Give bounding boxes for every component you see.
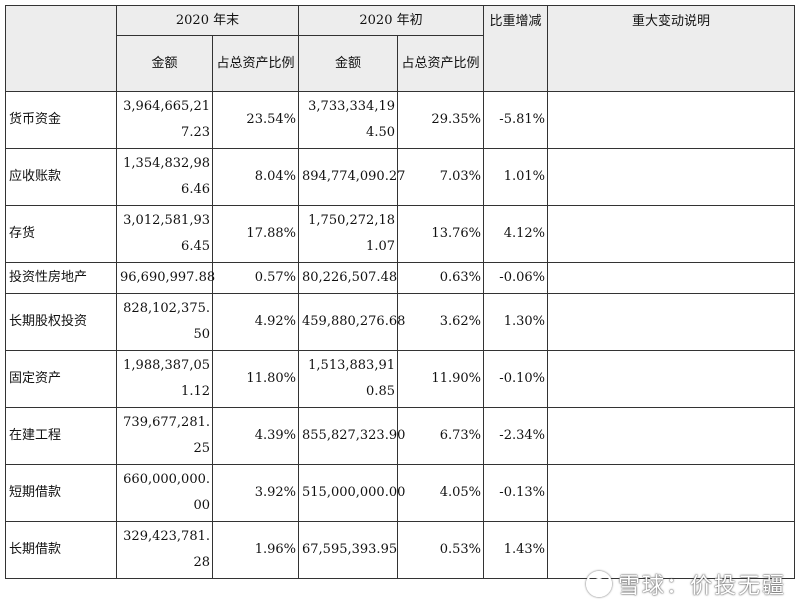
end-amount-cell: 3,012,581,936.45 [116, 205, 213, 263]
start-amount-cell: 3,733,334,194.50 [298, 91, 398, 149]
end-ratio-cell: 0.57% [212, 262, 299, 294]
row-label: 存货 [5, 205, 117, 263]
end-ratio-header: 占总资产比例 [212, 35, 299, 92]
end-ratio-cell: 17.88% [212, 205, 299, 263]
change-cell: 1.30% [483, 293, 548, 351]
corner-header [5, 5, 117, 92]
start-amount-cell: 459,880,276.68 [298, 293, 405, 351]
note-cell [547, 148, 795, 206]
row-label: 固定资产 [5, 350, 117, 408]
start-ratio-cell: 0.63% [397, 262, 484, 294]
note-cell [547, 521, 795, 579]
change-header: 比重增减 [483, 5, 548, 92]
end-ratio-cell: 23.54% [212, 91, 299, 149]
change-cell: 1.43% [483, 521, 548, 579]
table-row: 短期借款 660,000,000.00 3.92% 515,000,000.00 4.0… [5, 464, 795, 522]
snowball-logo-icon [585, 571, 612, 597]
start-amount-cell: 894,774,090.27 [298, 148, 405, 206]
note-cell [547, 407, 795, 465]
start-amount-header: 金额 [298, 35, 398, 92]
note-header: 重大变动说明 [547, 5, 795, 92]
end-amount-header: 金额 [116, 35, 213, 92]
start-ratio-cell: 11.90% [397, 350, 484, 408]
change-cell: 1.01% [483, 148, 548, 206]
end-amount-cell: 96,690,997.88 [116, 262, 215, 294]
table-row: 投资性房地产 96,690,997.88 0.57% 80,226,507.48 0.6… [5, 262, 795, 294]
change-cell: -2.34% [483, 407, 548, 465]
start-ratio-cell: 0.53% [397, 521, 484, 579]
start-amount-cell: 1,750,272,181.07 [298, 205, 398, 263]
end-amount-cell: 1,988,387,051.12 [116, 350, 213, 408]
table-row: 在建工程 739,677,281.25 4.39% 855,827,323.90 6.7… [5, 407, 795, 465]
row-label: 应收账款 [5, 148, 117, 206]
change-cell: -0.13% [483, 464, 548, 522]
change-cell: -0.10% [483, 350, 548, 408]
table-row: 应收账款 1,354,832,986.46 8.04% 894,774,090.27 7… [5, 148, 795, 206]
table-row: 固定资产 1,988,387,051.12 11.80% 1,513,883,910.… [5, 350, 795, 408]
change-cell: -5.81% [483, 91, 548, 149]
note-cell [547, 91, 795, 149]
change-cell: 4.12% [483, 205, 548, 263]
end-ratio-cell: 1.96% [212, 521, 299, 579]
start-ratio-cell: 3.62% [397, 293, 484, 351]
period-start-header: 2020 年初 [298, 5, 484, 36]
end-amount-cell: 660,000,000.00 [116, 464, 213, 522]
start-ratio-cell: 29.35% [397, 91, 484, 149]
start-amount-cell: 80,226,507.48 [298, 262, 398, 294]
row-label: 长期股权投资 [5, 293, 117, 351]
start-amount-cell: 67,595,393.95 [298, 521, 398, 579]
table-row: 货币资金 3,964,665,217.23 23.54% 3,733,334,194.… [5, 91, 795, 149]
table-row: 长期借款 329,423,781.28 1.96% 67,595,393.95 0.53… [5, 521, 795, 579]
table-row: 长期股权投资 828,102,375.50 4.92% 459,880,276.68 3… [5, 293, 795, 351]
change-cell: -0.06% [483, 262, 548, 294]
start-ratio-cell: 7.03% [397, 148, 484, 206]
watermark-text: 雪球：价投无疆 [617, 574, 786, 599]
start-amount-cell: 855,827,323.90 [298, 407, 405, 465]
end-ratio-cell: 11.80% [212, 350, 299, 408]
note-cell [547, 464, 795, 522]
end-ratio-cell: 3.92% [212, 464, 299, 522]
end-ratio-cell: 4.39% [212, 407, 299, 465]
note-cell [547, 205, 795, 263]
end-ratio-cell: 4.92% [212, 293, 299, 351]
end-amount-cell: 3,964,665,217.23 [116, 91, 213, 149]
note-cell [547, 350, 795, 408]
start-ratio-cell: 13.76% [397, 205, 484, 263]
start-ratio-cell: 4.05% [397, 464, 484, 522]
start-ratio-header: 占总资产比例 [397, 35, 484, 92]
start-amount-cell: 1,513,883,910.85 [298, 350, 398, 408]
watermark: 雪球：价投无疆 [585, 568, 786, 600]
balance-sheet-table: 2020 年末 2020 年初 比重增减 重大变动说明 金额 占总资产比例 金额… [5, 5, 795, 579]
table-row: 存货 3,012,581,936.45 17.88% 1,750,272,181.07… [5, 205, 795, 263]
start-ratio-cell: 6.73% [397, 407, 484, 465]
end-amount-cell: 1,354,832,986.46 [116, 148, 213, 206]
end-ratio-cell: 8.04% [212, 148, 299, 206]
row-label: 货币资金 [5, 91, 117, 149]
end-amount-cell: 329,423,781.28 [116, 521, 213, 579]
start-amount-cell: 515,000,000.00 [298, 464, 405, 522]
end-amount-cell: 828,102,375.50 [116, 293, 213, 351]
note-cell [547, 262, 795, 294]
row-label: 短期借款 [5, 464, 117, 522]
end-amount-cell: 739,677,281.25 [116, 407, 213, 465]
period-end-header: 2020 年末 [116, 5, 299, 36]
note-cell [547, 293, 795, 351]
row-label: 投资性房地产 [5, 262, 117, 294]
row-label: 长期借款 [5, 521, 117, 579]
row-label: 在建工程 [5, 407, 117, 465]
